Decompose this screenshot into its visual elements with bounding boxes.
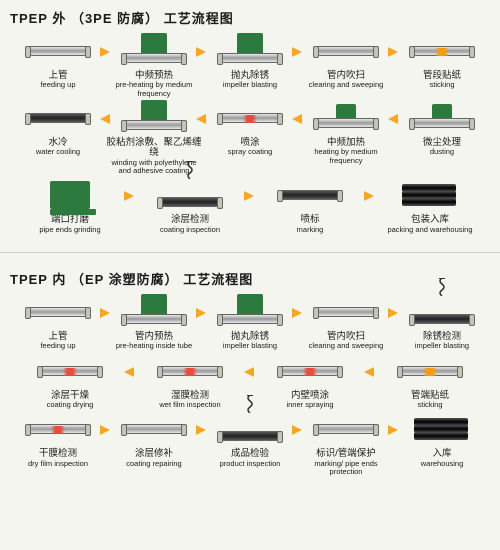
process-step: 涂层修补 coating repairing: [106, 411, 202, 468]
process-step: 微尘处理 dusting: [394, 100, 490, 157]
process-step: 除锈检测 impeller blasting: [394, 294, 490, 351]
flowchart-title: TPEP 外 （3PE 防腐） 工艺流程图: [10, 8, 490, 27]
step-label-en: pre-heating by medium frequency: [106, 81, 202, 98]
process-step: 喷标 marking: [250, 177, 370, 234]
step-icon: [154, 353, 226, 389]
step-label-en: feeding up: [40, 342, 75, 350]
process-step: 管内吹扫 clearing and sweeping: [298, 33, 394, 90]
step-label-en: dry film inspection: [28, 460, 88, 468]
process-step: 标识/管端保护 marking/ pipe ends protection: [298, 411, 394, 476]
process-row: 水冷 water cooling 胶粘剂涂敷、聚乙烯缠绕 winding wit…: [10, 100, 490, 175]
step-label-en: water cooling: [36, 148, 80, 156]
step-icon: [394, 353, 466, 389]
step-label-en: coating drying: [47, 401, 94, 409]
step-icon: [118, 33, 190, 69]
process-step: 上管 feeding up: [10, 33, 106, 90]
step-label-en: dusting: [423, 148, 461, 156]
process-step: 上管 feeding up: [10, 294, 106, 351]
step-icon: [394, 177, 466, 213]
step-icon: [22, 411, 94, 447]
step-icon: [34, 177, 106, 213]
step-label-en: coating repairing: [126, 460, 181, 468]
process-step: 抛丸除锈 impeller blasting: [202, 33, 298, 90]
flowchart: TPEP 内 （EP 涂塑防腐） 工艺流程图 上管 feeding up 管内预…: [0, 261, 500, 486]
step-label-en: marking: [297, 226, 324, 234]
step-label-en: product inspection: [220, 460, 281, 468]
process-step: 包装入库 packing and warehousing: [370, 177, 490, 234]
step-icon: [154, 177, 226, 213]
flowchart: TPEP 外 （3PE 防腐） 工艺流程图 上管 feeding up 中频预热…: [0, 0, 500, 244]
divider: [0, 252, 500, 253]
step-label-en: impeller blasting: [223, 342, 277, 350]
step-icon: [34, 353, 106, 389]
process-step: 入库 warehousing: [394, 411, 490, 468]
step-icon: [274, 353, 346, 389]
flowchart-title: TPEP 内 （EP 涂塑防腐） 工艺流程图: [10, 269, 490, 288]
step-label-en: pipe ends grinding: [39, 226, 100, 234]
step-label-en: clearing and sweeping: [309, 81, 384, 89]
process-row: 上管 feeding up 中频预热 pre-heating by medium…: [10, 33, 490, 98]
step-label-en: sticking: [423, 81, 461, 89]
step-icon: [310, 411, 382, 447]
step-icon: [310, 33, 382, 69]
step-label-cn: 胶粘剂涂敷、聚乙烯缠绕: [106, 138, 202, 159]
step-icon: [22, 294, 94, 330]
step-label-en: clearing and sweeping: [309, 342, 384, 350]
step-label-en: sticking: [411, 401, 449, 409]
step-label-en: impeller blasting: [223, 81, 277, 89]
step-icon: [310, 294, 382, 330]
process-step: 水冷 water cooling: [10, 100, 106, 157]
process-step: 喷涂 spray coating: [202, 100, 298, 157]
process-step: 管内吹扫 clearing and sweeping: [298, 294, 394, 351]
process-step: 涂层检测 coating inspection: [130, 177, 250, 234]
step-label-en: feeding up: [40, 81, 75, 89]
step-icon: [406, 100, 478, 136]
process-step: 端口打磨 pipe ends grinding: [10, 177, 130, 234]
step-icon: [274, 177, 346, 213]
process-row: 干膜检测 dry film inspection 涂层修补 coating re…: [10, 411, 490, 476]
step-label-en: marking/ pipe ends protection: [298, 460, 394, 477]
step-icon: [214, 100, 286, 136]
process-step: 抛丸除锈 impeller blasting: [202, 294, 298, 351]
step-label-en: wet film inspection: [159, 401, 220, 409]
step-label-en: inner spraying: [286, 401, 333, 409]
step-icon: [406, 33, 478, 69]
process-step: 干膜检测 dry film inspection: [10, 411, 106, 468]
step-icon: [22, 33, 94, 69]
step-icon: [22, 100, 94, 136]
step-icon: [118, 294, 190, 330]
step-label-en: warehousing: [421, 460, 464, 468]
step-icon: [118, 411, 190, 447]
step-label-en: spray coating: [228, 148, 273, 156]
step-label-en: packing and warehousing: [387, 226, 472, 234]
process-row: 端口打磨 pipe ends grinding 涂层检测 coating ins…: [10, 177, 490, 234]
step-icon: [406, 294, 478, 330]
step-label-en: coating inspection: [160, 226, 220, 234]
step-label-en: impeller blasting: [415, 342, 469, 350]
step-icon: [214, 33, 286, 69]
process-step: 管内预热 pre-heating inside tube: [106, 294, 202, 351]
process-row: 上管 feeding up 管内预热 pre-heating inside tu…: [10, 294, 490, 351]
process-step: 涂层干燥 coating drying: [10, 353, 130, 410]
step-icon: [406, 411, 478, 447]
process-step: 管段贴纸 sticking: [394, 33, 490, 90]
step-label-en: pre-heating inside tube: [116, 342, 192, 350]
step-icon: [310, 100, 382, 136]
step-icon: [214, 294, 286, 330]
process-step: 中频加热 heating by medium frequency: [298, 100, 394, 165]
step-icon: [214, 411, 286, 447]
process-step: 中频预热 pre-heating by medium frequency: [106, 33, 202, 98]
process-step: 管端贴纸 sticking: [370, 353, 490, 410]
process-step: 湿膜检测 wet film inspection: [130, 353, 250, 410]
process-step: 内壁喷涂 inner spraying: [250, 353, 370, 410]
step-label-en: heating by medium frequency: [298, 148, 394, 165]
process-step: 成品检验 product inspection: [202, 411, 298, 468]
step-icon: [118, 100, 190, 136]
